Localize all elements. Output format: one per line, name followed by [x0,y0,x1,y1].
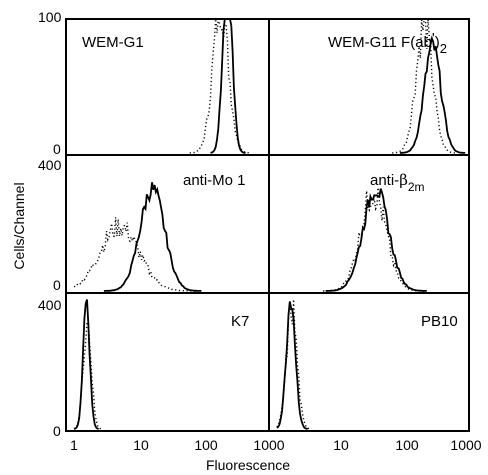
y-tick-panel0-top: 100 [38,9,62,25]
x-tick-right-10: 10 [333,437,349,453]
label-part-prime: ' [432,30,435,47]
x-tick-right-1000: 1000 [450,437,481,453]
y-tick-panel0-zero: 0 [53,141,61,157]
panel-2-stained-histogram [103,182,202,292]
label-part-subscript: 2 [440,41,447,56]
x-tick-1: 1 [70,437,78,453]
x-axis-title: Fluorescence [206,457,290,473]
panel-label-pb10: PB10 [421,313,458,330]
panel-label-anti-mo1: anti-Mo 1 [183,172,246,189]
panel-label-wem-g1: WEM-G1 [82,34,144,51]
label-part-beta: β [399,171,408,189]
x-tick-100: 100 [194,437,218,453]
panel-2-control-histogram [73,217,197,292]
panel-4-stained-histogram [73,299,99,430]
panel-label-anti-b2m: anti-β2m [370,171,425,194]
y-tick-panel4-zero: 0 [53,423,61,439]
panel-5-stained-histogram [276,301,308,430]
y-tick-panel2-top: 400 [38,157,62,173]
panel-0-stained-histogram [210,18,246,154]
panel-label-wem-g11: WEM-G11 F(ab')2 [328,30,447,56]
panel-3-control-histogram [323,187,425,292]
y-tick-panel2-zero: 0 [53,277,61,293]
label-part-main: WEM-G11 F(ab [328,34,432,51]
label-part-subscript: 2m [408,180,425,194]
y-axis-title: Cells/Channel [11,182,27,269]
x-tick-1000: 1000 [253,437,284,453]
panel-label-k7: K7 [231,313,249,330]
histogram-curves [73,18,466,430]
y-tick-panel4-top: 400 [38,297,62,313]
x-tick-right-100: 100 [395,437,419,453]
plot-frame [65,18,470,432]
panel-1-control-histogram [392,18,458,154]
panel-1-stained-histogram [399,35,466,154]
panel-5-control-histogram [276,299,312,430]
panel-3-stained-histogram [325,188,427,292]
label-part-close: ) [435,34,440,51]
x-tick-10: 10 [133,437,149,453]
label-part-prefix: anti- [370,172,399,189]
panel-0-control-histogram [189,18,251,154]
